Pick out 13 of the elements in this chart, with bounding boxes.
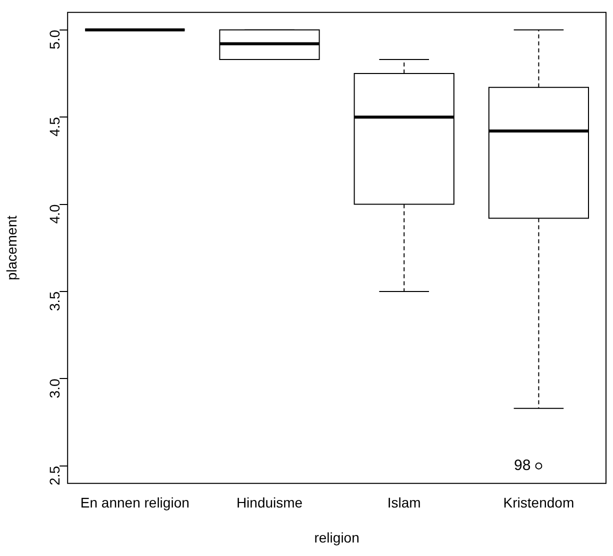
x-axis-title: religion (314, 529, 360, 546)
y-tick-label: 2.5 (46, 466, 62, 486)
x-tick-label: Islam (387, 494, 421, 511)
y-axis-title: placement (3, 215, 20, 280)
y-tick-label: 3.0 (46, 378, 62, 398)
x-tick-label: Kristendom (503, 494, 574, 511)
y-tick-label: 4.5 (46, 116, 62, 137)
y-tick-label: 5.0 (46, 30, 62, 50)
annotation: 98 (514, 457, 531, 474)
x-tick-label: Hinduisme (236, 494, 303, 511)
x-tick-label: En annen religion (80, 494, 190, 511)
y-tick-label: 4.0 (46, 204, 62, 224)
y-tick-label: 3.5 (46, 291, 62, 311)
